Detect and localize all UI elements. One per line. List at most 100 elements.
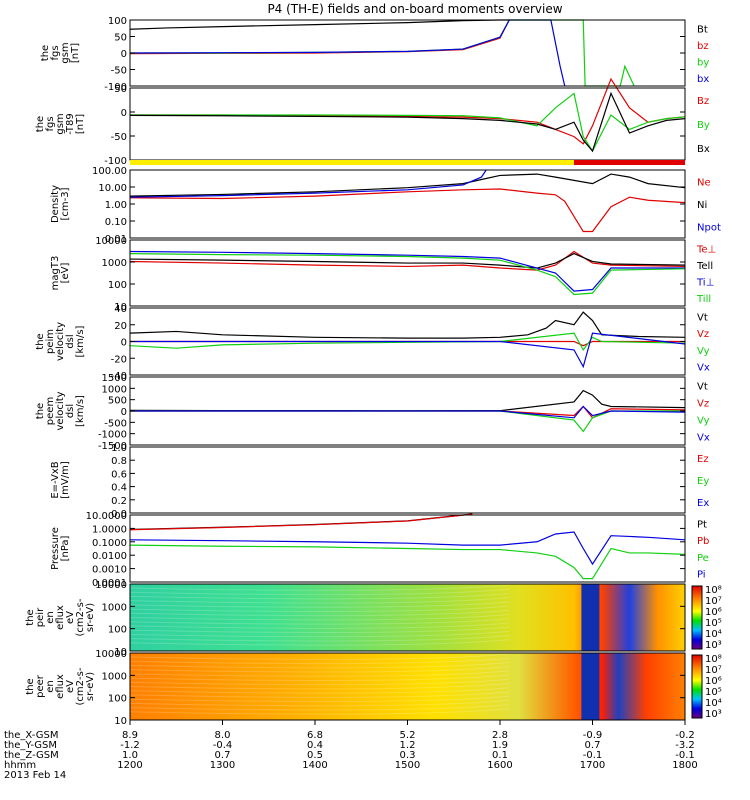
legend-Pb: Pb [697,536,709,547]
y-axis-label-line: the [25,609,36,625]
legend-Pt: Pt [697,519,707,530]
heatmap-texture [129,674,510,681]
y-tick-label: 10 [114,647,127,658]
y-tick-label: 1000 [102,258,127,269]
y-axis-label-line: the [35,403,46,419]
colorbar-tick: 10⁷ [705,596,722,607]
y-tick-label: 0.6 [111,469,127,480]
y-tick-label: -1500 [98,441,127,452]
y-axis-label-line: the [35,333,46,349]
legend-Ez: Ez [697,454,709,465]
y-tick-label: 50 [114,84,127,95]
series-Vy [130,410,685,433]
legend-Vt: Vt [697,312,708,323]
legend-Vz: Vz [697,329,709,340]
y-axis-label-line: [mV/m] [60,461,71,499]
colorbar-tick: 10⁸ [705,654,722,665]
date-label: 2013 Feb 14 [4,770,66,781]
y-axis-label-line: fgs [50,45,61,60]
y-axis-label-line: peir [35,607,46,627]
x-row-value: 8.9 [122,730,138,741]
x-row-value: -3.2 [675,740,695,751]
y-tick-label: -500 [104,418,127,429]
y-axis-label: thefgsgsm[nT] [40,42,81,63]
legend-Vy: Vy [697,346,710,357]
x-row-label: hhmm [4,760,36,771]
y-axis-label-line: eflux [55,605,66,630]
y-tick-label: 1000 [102,602,127,613]
legend-Vz: Vz [697,399,709,410]
y-tick-label: 0.8 [111,456,127,467]
y-axis-label-line: velocity [55,391,66,430]
x-row-label: the_X-GSM [4,730,58,741]
y-tick-label: -1000 [98,430,127,441]
y-tick-label: 10000 [95,580,127,591]
x-row-value: 1.2 [400,740,416,751]
y-axis-label: magT3[eV] [50,256,71,291]
panel-p2: 50 0 -50 -100 thefgsgsm-T89[nT] Bz By Bx [35,77,710,167]
colorbar-tick: 10³ [705,709,722,720]
y-axis-label-line: the [25,678,36,694]
heatmap-texture [129,695,510,703]
y-tick-label: 1.0000 [92,524,127,535]
legend-Ti⊥: Ti⊥ [696,277,714,288]
x-row-value: 0.5 [307,750,323,761]
heatmap-texture [129,614,510,621]
series-By [130,92,686,153]
x-row-value: 1500 [395,760,420,771]
colorbar-tick: 10⁴ [705,629,722,640]
series-Pe [129,544,686,580]
x-row-label: the_Z-GSM [4,750,59,761]
legend-Te⊥: Te⊥ [696,244,716,255]
legend-Ni: Ni [697,200,707,211]
series-Vt [129,311,686,339]
region-bar-yellow [130,160,574,165]
y-tick-label: -100 [104,156,127,167]
y-axis-label-line: peer [35,674,46,698]
y-tick-label: 1000 [102,384,127,395]
panel-p10: 10⁸10⁷10⁶10⁵10⁴10³10000100010010thepeere… [25,649,722,727]
heatmap-texture [129,678,510,686]
series-Bx [129,91,686,153]
panel-p7: 1.0 0.8 0.6 0.4 0.2 0.0 E=-VxB[mV/m] Ez Ey Ex [50,443,709,520]
y-axis-label-line: (cm2-s- [75,667,86,705]
y-tick-label: 100 [108,694,127,705]
legend-Ex: Ex [697,498,709,509]
y-axis-label-line: [nT] [75,114,86,134]
panel-p1: 100 50 0 -50 -100 thefgsgsm[nT] Bt bz by bx [40,16,709,93]
x-row-value: 1.9 [492,740,508,751]
x-row-value: 1800 [672,760,697,771]
heatmap-dropout [581,653,600,720]
legend-By: By [697,120,710,131]
legend-Ne: Ne [697,177,711,188]
legend-Bz: Bz [697,96,709,107]
colorbar-tick: 10⁸ [705,585,722,596]
series-Npot [129,169,487,198]
heatmap-texture [129,670,510,677]
y-axis-label: thepeimvelocitydsl[km/s] [35,322,86,361]
heatmap-texture [129,683,510,690]
y-tick-label: 10000 [95,649,127,660]
legend-Vy: Vy [697,416,710,427]
legend-Vx: Vx [697,363,710,374]
y-tick-label: 50 [114,33,127,44]
y-axis-label-line: fgs [45,116,56,131]
series-Bt [129,19,510,30]
legend-Npot: Npot [697,223,721,234]
heatmap-texture [129,609,510,617]
x-row-value: 0.4 [307,740,323,751]
region-bar-red [574,160,685,165]
colorbar [691,654,703,719]
legend-Bt: Bt [697,24,708,35]
heatmap-dropout [581,584,600,651]
y-axis-label-line: [km/s] [75,395,86,427]
x-row-value: -0.1 [675,750,695,761]
y-tick-label: 100 [108,625,127,636]
y-axis-label-line: [nPa] [60,535,71,561]
heatmap-texture [129,657,510,665]
x-row-value: 0.7 [585,740,601,751]
